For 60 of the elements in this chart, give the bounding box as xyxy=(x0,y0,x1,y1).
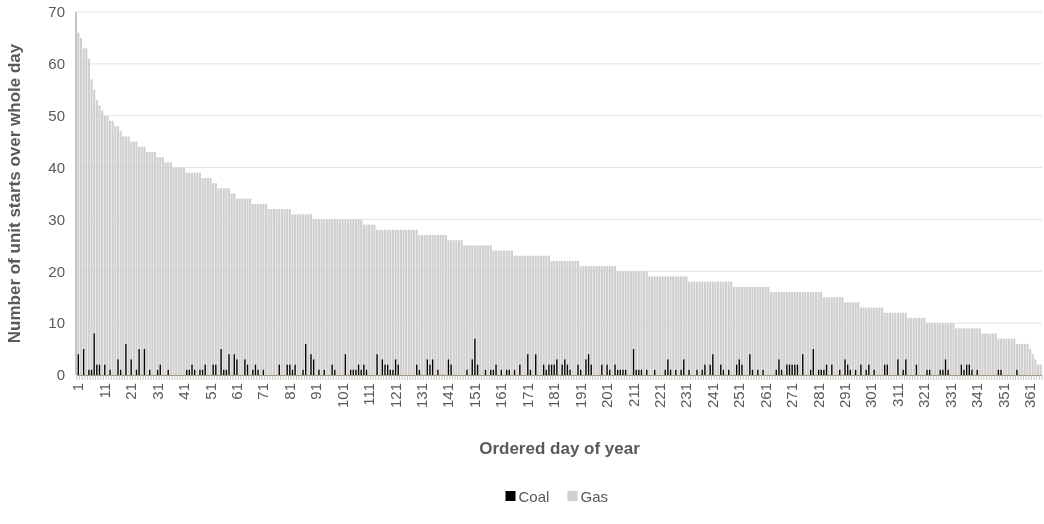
y-tick-label: 50 xyxy=(48,106,65,124)
x-tick-label: 271 xyxy=(783,383,801,409)
x-tick-label: 1 xyxy=(69,383,87,392)
x-tick-label: 31 xyxy=(148,383,166,400)
y-tick-label: 0 xyxy=(56,366,65,384)
x-tick-label: 311 xyxy=(888,383,906,407)
x-tick-label: 231 xyxy=(677,383,695,409)
x-axis-title: Ordered day of year xyxy=(479,439,641,458)
x-tick-label: 321 xyxy=(915,383,933,409)
legend-label: Coal xyxy=(518,488,550,506)
bar xyxy=(1013,338,1016,375)
bar xyxy=(476,245,479,375)
x-tick-label: 91 xyxy=(307,383,325,400)
bar xyxy=(814,292,818,375)
x-tick-label: 131 xyxy=(413,383,431,409)
y-tick-label: 40 xyxy=(48,158,65,176)
x-tick-label: 121 xyxy=(386,383,404,409)
x-tick-label: 251 xyxy=(730,383,748,409)
x-tick-label: 261 xyxy=(756,383,774,409)
x-tick-label: 301 xyxy=(862,383,880,409)
bar xyxy=(899,312,902,375)
x-tick-label: 71 xyxy=(254,383,272,400)
y-tick-label: 10 xyxy=(48,314,65,332)
x-tick-label: 41 xyxy=(175,383,193,400)
x-tick-label: 211 xyxy=(624,383,642,407)
x-tick-label: 81 xyxy=(280,383,298,400)
x-tick-label: 331 xyxy=(941,383,959,409)
x-tick-label: 111 xyxy=(360,383,378,406)
x-tick-label: 101 xyxy=(333,383,351,409)
x-tick-label: 21 xyxy=(122,383,140,400)
y-tick-label: 30 xyxy=(48,210,65,228)
x-tick-label: 171 xyxy=(518,383,536,409)
x-tick-label: 361 xyxy=(1021,383,1039,409)
x-tick-label: 51 xyxy=(201,383,219,400)
x-tick-label: 141 xyxy=(439,383,457,409)
bar xyxy=(809,292,812,375)
bar xyxy=(944,323,947,375)
x-tick-label: 191 xyxy=(571,383,589,409)
x-tick-label: 181 xyxy=(545,383,563,409)
bar xyxy=(841,297,844,375)
x-tick-label: 241 xyxy=(703,383,721,409)
y-tick-label: 20 xyxy=(48,262,65,280)
y-tick-label: 60 xyxy=(48,55,65,73)
x-tick-label: 161 xyxy=(492,383,510,409)
y-axis-title: Number of unit starts over whole day xyxy=(5,43,24,344)
x-tick-label: 201 xyxy=(598,383,616,409)
legend-label: Gas xyxy=(580,488,609,506)
x-tick-label: 341 xyxy=(968,383,986,409)
x-tick-label: 151 xyxy=(465,383,483,409)
x-tick-label: 281 xyxy=(809,383,827,409)
x-tick-label: 351 xyxy=(994,383,1012,409)
y-tick-label: 70 xyxy=(48,3,65,21)
bar xyxy=(632,271,635,375)
bar xyxy=(1039,364,1042,375)
x-tick-label: 11 xyxy=(95,383,113,399)
x-tick-label: 221 xyxy=(650,383,668,409)
bar xyxy=(907,317,910,375)
bar xyxy=(804,292,807,375)
x-tick-label: 291 xyxy=(836,383,854,409)
x-tick-label: 61 xyxy=(227,383,245,400)
